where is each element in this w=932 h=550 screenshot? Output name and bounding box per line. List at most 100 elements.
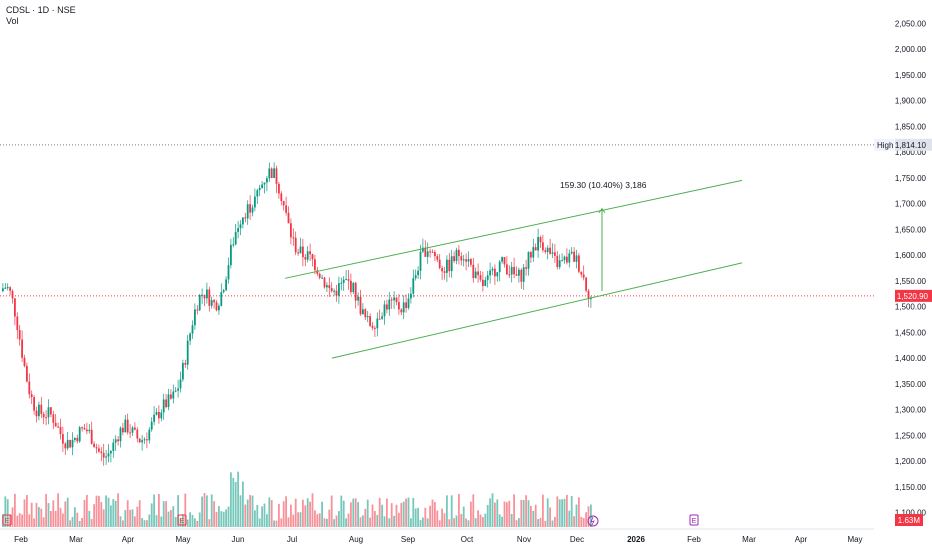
candle [249,204,251,213]
candle [566,256,568,263]
candle [23,357,26,366]
volume-bar [458,493,460,527]
volume-bar [362,515,364,527]
symbol-title[interactable]: CDSL · 1D · NSE [6,5,76,15]
candle [465,259,467,262]
candle [299,246,302,254]
candle [206,289,208,299]
volume-bar [294,498,297,527]
price-axis[interactable] [874,0,932,550]
volume-bar [206,495,208,527]
volume-bar [515,520,518,527]
volume-bar [57,493,59,527]
price-tick-label: 1,750.00 [895,174,927,183]
candle [71,439,74,448]
candle [201,294,203,296]
candle [225,279,227,291]
price-tick-label: 1,550.00 [895,277,927,286]
volume-bar [527,500,530,527]
candle [443,271,446,273]
candle [350,280,352,293]
volume-bar [148,514,151,527]
volume-bar [347,513,350,527]
volume-bar [59,507,62,527]
volume-bar [191,514,194,527]
volume-bar [112,499,115,527]
earnings-marker[interactable] [177,514,187,526]
candle [66,439,69,449]
candle [287,212,290,224]
candle [412,278,415,294]
candle [410,293,412,299]
volume-bar [323,518,326,527]
volume-bar [537,519,539,527]
candle [254,196,256,208]
candle [62,434,64,444]
volume-bar [335,515,338,527]
candle [357,296,359,301]
volume-bar [30,502,33,527]
candle [54,422,57,427]
volume-bar [489,498,491,527]
volume-bar [261,506,263,527]
volume-bar [122,520,124,527]
candle [503,257,506,265]
candle [304,257,307,260]
time-axis-label: May [847,535,862,544]
time-axis-label: Feb [14,535,28,544]
volume-bar [98,495,100,527]
candle [558,260,561,268]
candle [16,316,19,331]
volume-bar [582,517,585,527]
candle [237,228,239,232]
volume-bar [47,503,50,527]
volume-bar [251,495,254,527]
candle [405,302,407,308]
symbol-legend: CDSL · 1D · NSE Vol [6,5,76,27]
candle [275,168,278,184]
volume-bar [35,502,38,527]
candle [542,242,544,251]
upcoming-earnings-marker[interactable] [689,514,699,526]
candle [28,381,31,395]
volume-bar [441,508,443,527]
volume-bar [388,518,391,527]
volume-bar [570,495,573,527]
candle [2,288,4,292]
price-tick-label: 1,450.00 [895,328,927,337]
volume-bar [18,513,21,527]
candle [215,302,218,311]
candle [326,285,328,288]
volume-bar [544,520,547,527]
candle [369,316,371,326]
candle [460,256,463,261]
volume-bar [42,517,45,527]
channel-lower-line[interactable] [331,262,743,359]
volume-bar [239,495,242,527]
volume-bar [422,517,424,527]
candle [100,451,103,453]
candle [155,411,158,415]
volume-bar [69,520,71,527]
candle [179,379,182,389]
candle [74,437,76,440]
volume-bar [246,499,249,527]
candle [378,318,381,320]
volume-bar [477,510,479,527]
channel-upper-line[interactable] [284,179,743,279]
candle [316,270,319,274]
volume-bar [354,498,357,527]
candle [506,264,508,275]
candle [489,270,491,276]
volume-badge [895,514,923,526]
dividend-marker[interactable] [587,515,599,527]
candle [112,442,115,451]
candle [515,274,518,276]
earnings-marker[interactable] [2,514,12,526]
candle [119,427,122,442]
volume-bar [244,504,247,527]
volume-bar [455,515,458,527]
volume-bar [573,516,575,527]
price-tick-label: 1,850.00 [895,122,927,131]
